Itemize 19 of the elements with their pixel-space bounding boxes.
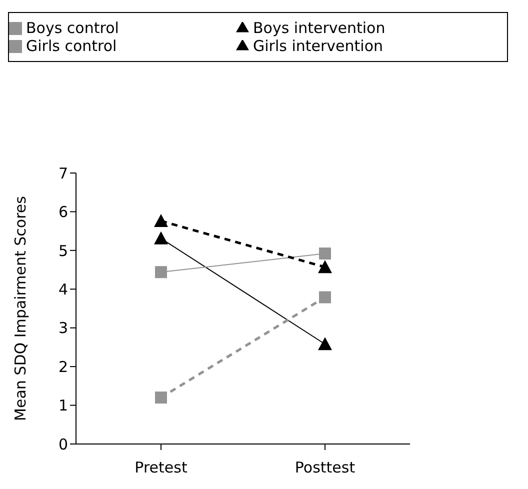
y-tick-label: 0 [58,435,68,454]
y-tick-label: 4 [58,280,68,298]
y-tick-label: 6 [58,203,68,222]
y-tick-label: 2 [58,358,68,376]
y-tick-label: 3 [58,319,68,338]
y-tick-label: 1 [58,396,68,415]
point [155,266,167,278]
point [155,392,167,404]
y-tick-label: 7 [58,164,68,182]
point [319,248,331,260]
x-tick-label: Pretest [134,458,188,477]
y-axis-title: Mean SDQ Impairment Scores [11,196,30,421]
legend-label: Boys intervention [253,19,386,37]
legend-label: Girls control [26,37,118,55]
y-tick-label: 5 [58,242,68,260]
legend-label: Boys control [26,19,120,37]
point [319,291,331,304]
x-tick-label: Posttest [294,458,356,477]
legend-label: Girls intervention [253,37,384,55]
